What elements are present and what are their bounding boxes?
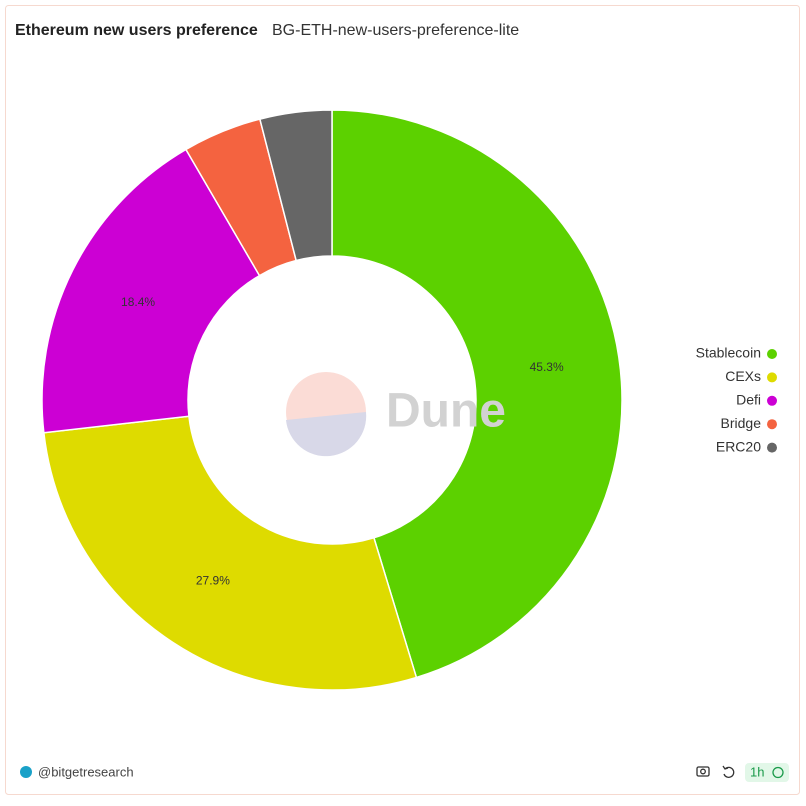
legend-label: Stablecoin	[696, 345, 761, 361]
refresh-icon[interactable]	[722, 765, 735, 778]
author[interactable]: @bitgetresearch	[38, 764, 134, 779]
refresh-interval: 1h	[750, 764, 764, 779]
donut-slice	[258, 109, 333, 262]
data-label: 18.4%	[121, 295, 155, 309]
legend-swatch	[767, 395, 777, 406]
watermark-logo-part	[286, 412, 367, 457]
camera-icon[interactable]	[696, 766, 710, 777]
chart-subtitle: BG-ETH-new-users-preference-lite	[272, 22, 519, 39]
donut-slice	[41, 148, 261, 434]
legend-swatch	[767, 419, 777, 430]
legend-label: CEXs	[725, 368, 761, 384]
chart-title: Ethereum new users preference	[15, 22, 258, 39]
legend-label: Bridge	[721, 415, 762, 431]
donut-slice	[331, 109, 623, 679]
data-label: 45.3%	[530, 360, 564, 374]
status-icon	[772, 766, 784, 779]
author-icon	[20, 766, 32, 778]
data-label: 27.9%	[196, 574, 230, 588]
watermark: Dune	[286, 372, 506, 457]
legend-swatch	[767, 442, 777, 453]
legend-label: ERC20	[716, 438, 761, 454]
watermark-text: Dune	[386, 385, 506, 438]
legend-swatch	[767, 372, 777, 383]
legend-swatch	[767, 349, 777, 359]
legend-label: Defi	[736, 392, 761, 408]
donut-slice	[43, 415, 418, 691]
